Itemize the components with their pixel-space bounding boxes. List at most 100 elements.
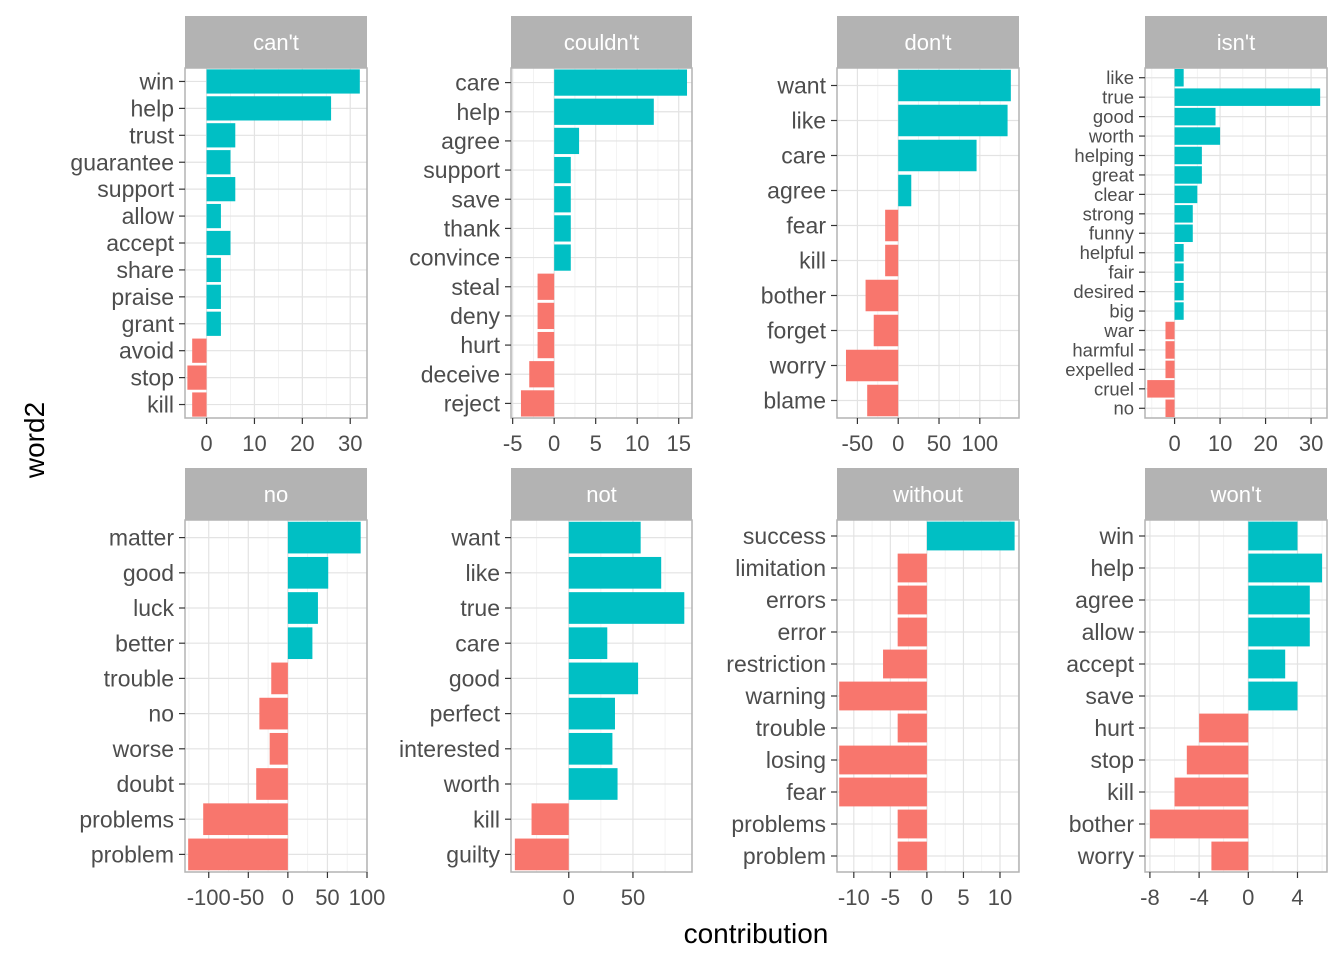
y-tick-label: kill <box>799 248 826 274</box>
y-tick-label: strong <box>1083 203 1134 224</box>
x-axis-title: contribution <box>684 918 829 949</box>
bar-problems <box>203 803 288 836</box>
y-tick-label: better <box>115 630 174 656</box>
y-tick-label: warning <box>744 683 826 709</box>
y-tick-label: steal <box>451 274 500 300</box>
facet-strip-label: not <box>586 482 617 507</box>
bar-support <box>554 156 571 184</box>
facet-strip-label: without <box>892 482 963 507</box>
x-tick-label: -5 <box>503 431 523 456</box>
bar-success <box>926 521 1015 551</box>
panel-border <box>510 519 693 873</box>
bar-luck <box>287 592 318 624</box>
bar-matter <box>287 521 361 554</box>
bar-praise <box>206 284 221 309</box>
y-tick-label: trouble <box>104 665 174 691</box>
x-tick-label: 10 <box>988 885 1012 910</box>
y-tick-label: worry <box>1077 843 1135 869</box>
bar-share <box>206 257 221 283</box>
bar-stop <box>187 365 207 390</box>
bar-worry <box>845 349 899 382</box>
y-tick-label: agree <box>1075 587 1134 613</box>
bar-true <box>568 592 685 624</box>
y-tick-label: stop <box>1091 747 1134 773</box>
y-tick-label: care <box>781 143 826 169</box>
y-tick-label: helping <box>1074 145 1134 166</box>
y-tick-label: help <box>457 99 500 125</box>
panel-1: couldn't care help agree support save thank con… <box>409 16 693 456</box>
bar-support <box>206 177 236 202</box>
y-tick-label: guilty <box>446 841 500 867</box>
facet-strip <box>511 468 692 520</box>
bar-save <box>1248 681 1298 711</box>
y-tick-label: bother <box>761 283 827 309</box>
y-tick-label: trouble <box>756 715 826 741</box>
y-axis-title: word2 <box>19 402 50 479</box>
y-tick-label: funny <box>1089 223 1135 244</box>
bar-fear <box>885 209 899 242</box>
facet-strip <box>185 16 367 68</box>
x-tick-label: 20 <box>290 431 314 456</box>
bar-grant <box>206 311 221 336</box>
x-tick-label: -50 <box>842 431 874 456</box>
y-tick-label: limitation <box>735 555 826 581</box>
facet-strip-label: won't <box>1210 482 1262 507</box>
facet-strip-label: couldn't <box>564 30 639 55</box>
bar-helpful <box>1174 243 1184 262</box>
bar-strong <box>1174 205 1193 223</box>
bar-cruel <box>1147 380 1175 398</box>
bar-no <box>1165 399 1175 418</box>
bar-losing <box>839 745 927 775</box>
x-tick-label: 10 <box>1208 431 1232 456</box>
bar-win <box>206 69 360 94</box>
y-tick-label: perfect <box>430 701 501 727</box>
x-tick-label: 30 <box>338 431 362 456</box>
panel-6: without success limitation errors error restr… <box>726 468 1020 910</box>
bar-blame <box>867 384 899 417</box>
panel-border <box>1144 67 1328 419</box>
y-tick-label: win <box>138 69 174 95</box>
bar-deceive <box>529 361 555 388</box>
facet-strip <box>511 16 692 68</box>
y-tick-label: agree <box>767 178 826 204</box>
y-tick-label: allow <box>122 203 175 229</box>
x-tick-label: 0 <box>563 885 575 910</box>
facet-strip-label: can't <box>253 30 299 55</box>
bar-help <box>1248 553 1323 583</box>
y-tick-label: support <box>423 157 500 183</box>
bar-worry <box>1211 841 1249 871</box>
panel-7: won't win help agree allow accept save hurt stop… <box>1066 468 1328 910</box>
y-tick-label: bother <box>1069 811 1135 837</box>
bar-true <box>1174 88 1321 106</box>
y-tick-label: convince <box>409 245 500 271</box>
bar-kill <box>531 803 569 836</box>
y-tick-label: save <box>1085 683 1134 709</box>
x-tick-label: -4 <box>1189 885 1209 910</box>
bar-help <box>554 98 654 125</box>
bar-agree <box>898 174 912 207</box>
bar-want <box>568 521 641 554</box>
bar-guarantee <box>206 150 231 175</box>
x-tick-label: 30 <box>1299 431 1323 456</box>
bar-errors <box>897 585 927 615</box>
x-tick-label: 5 <box>957 885 969 910</box>
y-tick-label: hurt <box>460 332 500 358</box>
bar-fair <box>1174 263 1184 281</box>
y-tick-label: fear <box>786 779 826 805</box>
x-tick-label: 4 <box>1291 885 1303 910</box>
y-tick-label: no <box>148 701 174 727</box>
y-tick-label: want <box>776 73 826 99</box>
bar-fear <box>839 777 927 807</box>
y-tick-label: good <box>449 665 500 691</box>
y-tick-label: problem <box>91 841 174 867</box>
x-tick-label: 0 <box>282 885 294 910</box>
x-tick-label: 15 <box>666 431 690 456</box>
bar-accept <box>1248 649 1286 679</box>
bar-clear <box>1174 185 1198 204</box>
y-tick-label: care <box>455 70 500 96</box>
bar-worth <box>1174 127 1221 145</box>
facet-strip-label: no <box>264 482 288 507</box>
y-tick-label: good <box>1093 106 1134 127</box>
x-tick-label: 0 <box>921 885 933 910</box>
